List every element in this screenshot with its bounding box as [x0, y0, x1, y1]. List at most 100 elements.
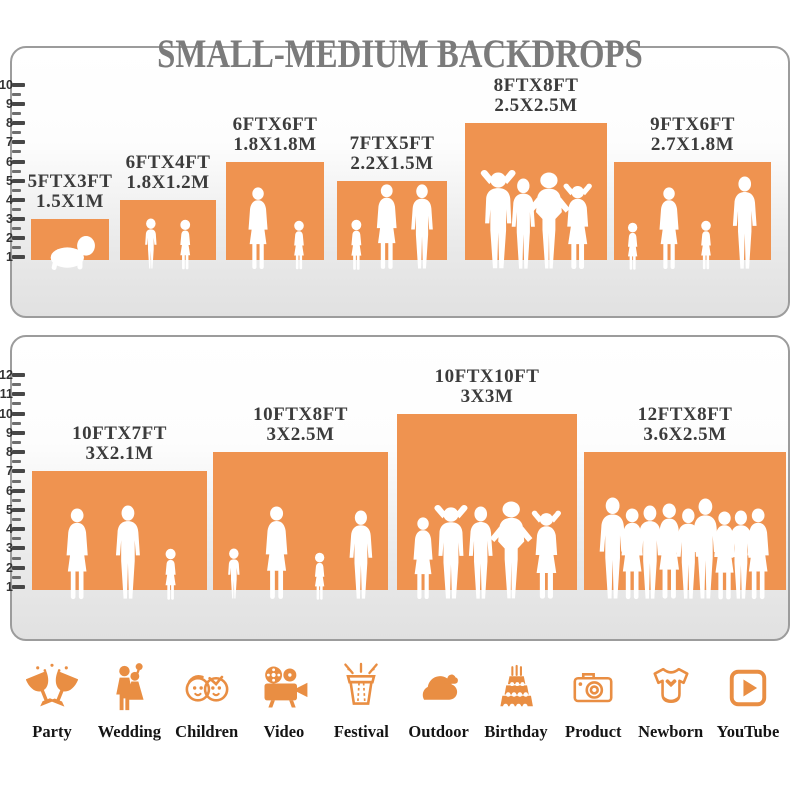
- category-label: Children: [175, 722, 239, 741]
- size-ft-text: 8FTX8FT: [493, 75, 579, 97]
- youtube-icon: [722, 662, 774, 714]
- ruler-tick: [12, 546, 25, 551]
- ruler-tick: [12, 255, 25, 259]
- ruler-tick: [12, 392, 25, 397]
- ruler-tick: [12, 140, 25, 145]
- size-panel-small-medium-sizes: 1 2 3 4 5 6 7 8 9 10 5FTX3FT 1.5X1M 6FTX4FT 1.8X1.2M 6…: [0, 46, 790, 318]
- category-youtube: YouTube: [710, 650, 786, 770]
- ruler-tick: [12, 565, 25, 570]
- person-silhouette-woman: [266, 506, 288, 600]
- category-label: Party: [32, 722, 72, 741]
- ruler-tick-minor: [12, 207, 21, 211]
- ruler-tick-minor: [12, 169, 21, 173]
- ruler-tick: [12, 469, 25, 474]
- size-m-text: 3X3M: [460, 385, 514, 407]
- ruler-number: 10: [0, 406, 13, 421]
- category-product: Product: [555, 650, 631, 770]
- festival-icon: [335, 662, 387, 714]
- person-silhouette-girl: [627, 222, 638, 270]
- person-silhouette-girl: [165, 548, 176, 600]
- backdrop-size-label: 8FTX8FT 2.5X2.5M: [426, 76, 646, 116]
- ruler-number: 9: [6, 425, 13, 440]
- ruler-tick-minor: [12, 518, 21, 522]
- ruler-tick: [12, 585, 25, 589]
- ruler-tick-minor: [12, 575, 21, 579]
- ruler-tick-minor: [12, 479, 21, 483]
- ruler-tick: [12, 102, 25, 107]
- backdrop-size-label: 9FTX6FT 2.7X1.8M: [583, 113, 800, 155]
- category-label: Video: [263, 722, 305, 741]
- category-label: Wedding: [97, 722, 161, 741]
- person-silhouette-woman: [66, 508, 88, 600]
- ruler-number: 6: [6, 483, 13, 498]
- size-ft-text: 6FTX6FT: [232, 113, 318, 135]
- ruler-number: 8: [6, 445, 13, 460]
- ruler-tick: [12, 197, 25, 202]
- person-silhouette-girl: [351, 219, 362, 270]
- ruler-number: 1: [6, 580, 13, 594]
- ruler-number: 12: [0, 368, 13, 383]
- ruler-tick: [12, 159, 25, 164]
- category-birthday: Birthday: [478, 650, 554, 770]
- ruler-number: 4: [6, 192, 13, 207]
- ruler-tick: [12, 488, 25, 493]
- outdoor-icon: [413, 662, 465, 714]
- person-silhouette-man: [732, 176, 757, 269]
- backdrop-size-label: 6FTX4FT 1.8X1.2M: [58, 152, 278, 193]
- size-m-text: 1.5X1M: [36, 190, 104, 212]
- ruler-number: 2: [6, 560, 13, 575]
- backdrop-size-label: 10FTX10FT 3X3M: [377, 365, 597, 407]
- product-icon: [567, 662, 619, 714]
- person-silhouette-girl: [701, 220, 712, 270]
- ruler-number: 4: [6, 522, 13, 537]
- size-ft-text: 12FTX8FT: [637, 404, 733, 426]
- person-silhouette-woman-up: [531, 510, 562, 599]
- ruler-number: 5: [6, 173, 13, 188]
- ruler-number: 9: [6, 97, 13, 112]
- ruler-number: 3: [6, 541, 13, 556]
- size-ft-text: 10FTX7FT: [72, 423, 167, 445]
- children-icon: [181, 662, 233, 714]
- ruler-number: 7: [6, 464, 13, 479]
- backdrop-size-label: 10FTX7FT 3X2.1M: [10, 424, 230, 464]
- wedding-icon: [103, 662, 155, 714]
- size-panel-medium-large-sizes: 1 2 3 4 5 6 7 8 9 10 11 12 10FTX7FT 3X2.1M 10FTX8FT 3X2…: [0, 335, 790, 641]
- page-title: SMALL-MEDIUM BACKDROPS: [157, 31, 643, 76]
- newborn-icon: [645, 662, 697, 714]
- category-video: Video: [246, 650, 322, 770]
- ruler-tick-minor: [12, 93, 21, 97]
- ruler-tick-minor: [12, 498, 21, 502]
- ruler-tick: [12, 121, 25, 126]
- size-ft-text: 9FTX6FT: [650, 113, 735, 135]
- size-m-text: 2.5X2.5M: [494, 95, 578, 117]
- person-silhouette-man: [411, 184, 433, 269]
- ruler-number: 1: [6, 250, 13, 264]
- person-silhouette-girl: [179, 219, 190, 270]
- ruler-tick-minor: [12, 460, 21, 464]
- person-silhouette-girl: [294, 220, 304, 270]
- person-silhouette-baby: [50, 235, 96, 270]
- category-children: Children: [169, 650, 245, 770]
- category-wedding: Wedding: [91, 650, 167, 770]
- ruler-tick-minor: [12, 150, 21, 154]
- size-ft-text: 10FTX8FT: [253, 404, 348, 426]
- ruler-number: 10: [0, 78, 13, 93]
- size-m-text: 2.7X1.8M: [650, 133, 735, 155]
- size-m-text: 3.6X2.5M: [643, 424, 727, 446]
- ruler-number: 2: [6, 230, 13, 245]
- person-silhouette-boy: [227, 548, 240, 599]
- ruler-tick-minor: [12, 556, 21, 560]
- category-label: Outdoor: [408, 722, 469, 741]
- size-ft-text: 10FTX10FT: [434, 365, 540, 387]
- size-m-text: 3X2.5M: [266, 424, 335, 446]
- person-silhouette-boy: [145, 218, 157, 269]
- ruler-number: 3: [6, 211, 13, 226]
- ruler-number: 8: [6, 116, 13, 131]
- size-m-text: 3X2.1M: [85, 443, 154, 465]
- person-silhouette-woman-up: [563, 183, 592, 269]
- ruler-tick-minor: [12, 245, 21, 249]
- size-ft-text: 7FTX5FT: [349, 132, 435, 154]
- video-icon: [258, 662, 310, 714]
- size-m-text: 1.8X1.2M: [126, 171, 210, 193]
- ruler-tick: [12, 430, 25, 435]
